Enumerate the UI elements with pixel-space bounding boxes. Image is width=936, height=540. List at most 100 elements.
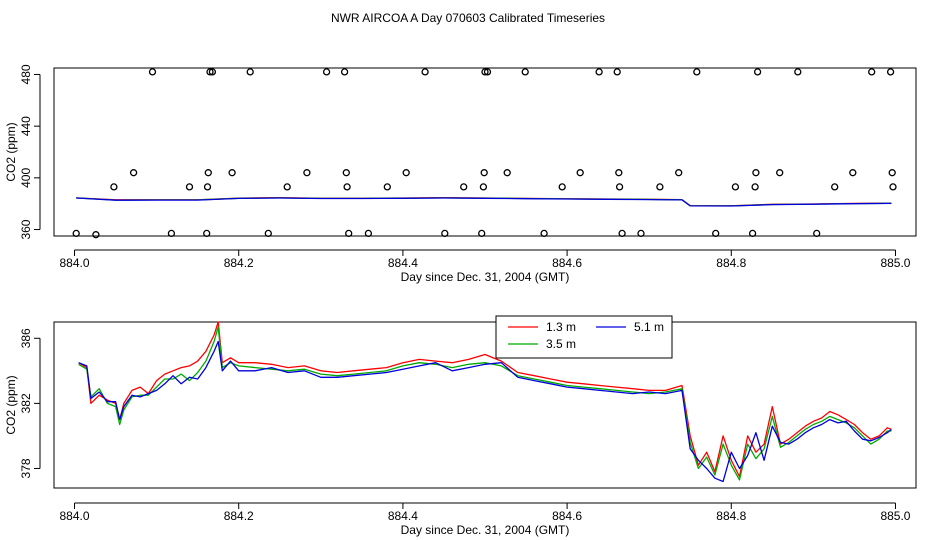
x-tick-label: 884.2 [224, 509, 254, 523]
legend: 1.3 m 3.5 m 5.1 m [495, 315, 673, 359]
series-line-5-1-m [78, 340, 892, 483]
data-point-marker [748, 229, 757, 238]
data-point-marker [246, 68, 254, 76]
data-point-marker [345, 229, 353, 238]
x-tick-label: 884.6 [552, 256, 582, 270]
data-point-marker [402, 169, 410, 177]
data-point-marker [888, 169, 896, 177]
data-point-marker [675, 169, 683, 177]
data-point-marker [483, 68, 492, 76]
bottom-y-axis-label: CO2 (ppm) [4, 375, 18, 434]
data-point-marker [204, 169, 212, 177]
legend-label-5-1m: 5.1 m [634, 320, 664, 334]
x-tick-label: 884.4 [388, 256, 418, 270]
top-x-axis-label: Day since Dec. 31, 2004 (GMT) [401, 270, 570, 284]
top-series-lines [76, 197, 892, 207]
data-point-marker [364, 229, 373, 238]
top-x-ticks: 884.0 884.2 884.4 884.6 884.8 885.0 [60, 249, 911, 270]
data-point-marker [886, 68, 895, 76]
data-point-marker [712, 229, 720, 238]
data-point-marker [595, 68, 603, 76]
data-point-marker [889, 183, 897, 191]
top-y-axis-label: CO2 (ppm) [4, 122, 18, 181]
data-point-marker [322, 68, 331, 76]
y-tick-label: 382 [19, 393, 33, 413]
data-point-marker [203, 183, 212, 191]
bottom-line-panel: Day since Dec. 31, 2004 (GMT) CO2 (ppm) … [4, 315, 917, 537]
data-point-marker [383, 183, 391, 191]
data-point-marker [185, 183, 194, 191]
y-tick-label: 360 [19, 219, 33, 239]
data-point-marker [831, 183, 839, 191]
x-tick-label: 884.6 [552, 509, 582, 523]
x-tick-label: 884.0 [60, 256, 90, 270]
legend-label-1-3m: 1.3 m [546, 320, 576, 334]
data-point-marker [110, 183, 118, 191]
data-point-marker [479, 183, 488, 191]
data-point-marker [731, 183, 740, 191]
data-point-marker [576, 169, 584, 177]
top-plot-frame [53, 67, 917, 237]
data-point-marker [203, 229, 211, 238]
series-line-3-5-m [78, 326, 892, 481]
data-point-marker [460, 183, 468, 191]
data-point-marker [656, 183, 664, 191]
bottom-plot-frame [53, 321, 917, 489]
data-point-marker [752, 169, 760, 177]
data-point-marker [441, 229, 449, 238]
data-point-marker [481, 68, 489, 76]
x-tick-label: 884.4 [388, 509, 418, 523]
legend-box [495, 315, 673, 359]
legend-label-3-5m: 3.5 m [546, 337, 576, 351]
bottom-x-ticks: 884.0 884.2 884.4 884.6 884.8 885.0 [60, 502, 911, 523]
data-point-marker [849, 169, 857, 177]
data-point-marker [521, 68, 529, 76]
data-point-marker [618, 229, 626, 238]
data-point-marker [776, 169, 784, 177]
bottom-y-ticks: 378 382 386 [19, 328, 41, 478]
data-point-marker [228, 169, 236, 177]
data-point-marker [421, 68, 429, 76]
data-point-marker [72, 229, 80, 238]
data-point-marker [503, 169, 511, 177]
x-tick-label: 884.0 [60, 509, 90, 523]
series-line-5-1-m [76, 197, 892, 207]
top-y-ticks: 360 400 440 480 [19, 64, 41, 240]
data-point-marker [540, 229, 548, 238]
data-point-marker [342, 169, 350, 177]
data-point-marker [751, 183, 759, 191]
data-point-marker [868, 68, 876, 76]
figure-title: NWR AIRCOA A Day 070603 Calibrated Times… [331, 11, 605, 25]
y-tick-label: 378 [19, 458, 33, 478]
top-marker-points [72, 68, 897, 239]
bottom-x-axis-label: Day since Dec. 31, 2004 (GMT) [401, 523, 570, 537]
data-point-marker [167, 229, 176, 238]
data-point-marker [208, 68, 217, 76]
x-tick-label: 885.0 [880, 256, 910, 270]
data-point-marker [637, 229, 645, 238]
data-point-marker [693, 68, 701, 76]
data-point-marker [480, 169, 488, 177]
data-point-marker [753, 68, 762, 76]
data-point-marker [794, 68, 802, 76]
data-point-marker [613, 68, 621, 76]
x-tick-label: 884.2 [224, 256, 254, 270]
series-line-1-3-m [78, 321, 892, 478]
data-point-marker [206, 68, 214, 76]
y-tick-label: 440 [19, 116, 33, 136]
data-point-marker [283, 183, 291, 191]
data-point-marker [615, 169, 623, 177]
y-tick-label: 386 [19, 328, 33, 348]
y-tick-label: 480 [19, 64, 33, 84]
top-scatter-panel: Day since Dec. 31, 2004 (GMT) CO2 (ppm) … [4, 64, 917, 284]
data-point-marker [303, 169, 311, 177]
x-tick-label: 885.0 [880, 509, 910, 523]
data-point-marker [340, 68, 349, 76]
data-point-marker [615, 183, 624, 191]
data-point-marker [478, 229, 486, 238]
data-point-marker [129, 169, 138, 177]
data-point-marker [343, 183, 351, 191]
data-point-marker [813, 229, 821, 238]
bottom-series-lines [78, 321, 892, 483]
